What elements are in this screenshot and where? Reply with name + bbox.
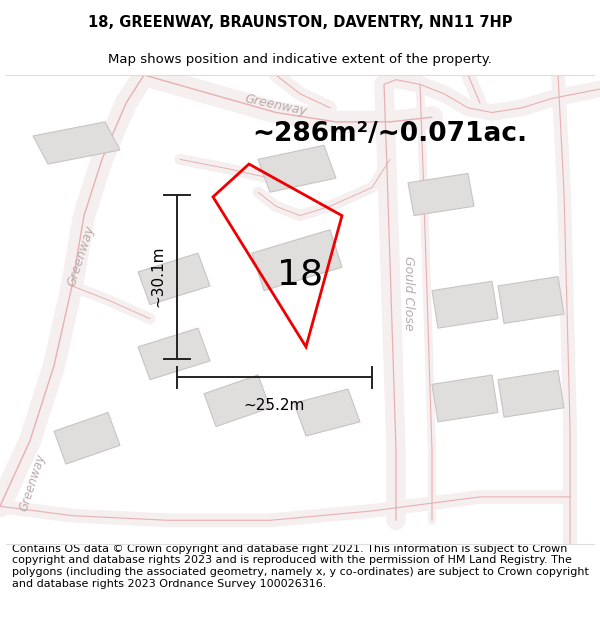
Text: Greenway: Greenway — [65, 223, 97, 288]
Text: ~25.2m: ~25.2m — [244, 399, 305, 414]
Polygon shape — [294, 389, 360, 436]
Text: Gould Close: Gould Close — [401, 256, 415, 330]
Text: Contains OS data © Crown copyright and database right 2021. This information is : Contains OS data © Crown copyright and d… — [12, 544, 589, 589]
Polygon shape — [138, 328, 210, 379]
Text: 18: 18 — [277, 258, 323, 291]
Text: Greenway: Greenway — [17, 452, 49, 513]
Polygon shape — [408, 173, 474, 216]
Text: ~286m²/~0.071ac.: ~286m²/~0.071ac. — [252, 121, 527, 147]
Text: ~30.1m: ~30.1m — [151, 246, 166, 308]
Polygon shape — [252, 229, 342, 291]
Polygon shape — [33, 122, 120, 164]
Polygon shape — [54, 412, 120, 464]
Polygon shape — [432, 375, 498, 422]
Polygon shape — [204, 375, 270, 426]
Text: 18, GREENWAY, BRAUNSTON, DAVENTRY, NN11 7HP: 18, GREENWAY, BRAUNSTON, DAVENTRY, NN11 … — [88, 15, 512, 30]
Text: Greenway: Greenway — [244, 92, 308, 118]
Polygon shape — [498, 370, 564, 418]
Text: Map shows position and indicative extent of the property.: Map shows position and indicative extent… — [108, 52, 492, 66]
Polygon shape — [498, 276, 564, 324]
Polygon shape — [258, 145, 336, 192]
Polygon shape — [432, 281, 498, 328]
Polygon shape — [138, 253, 210, 304]
